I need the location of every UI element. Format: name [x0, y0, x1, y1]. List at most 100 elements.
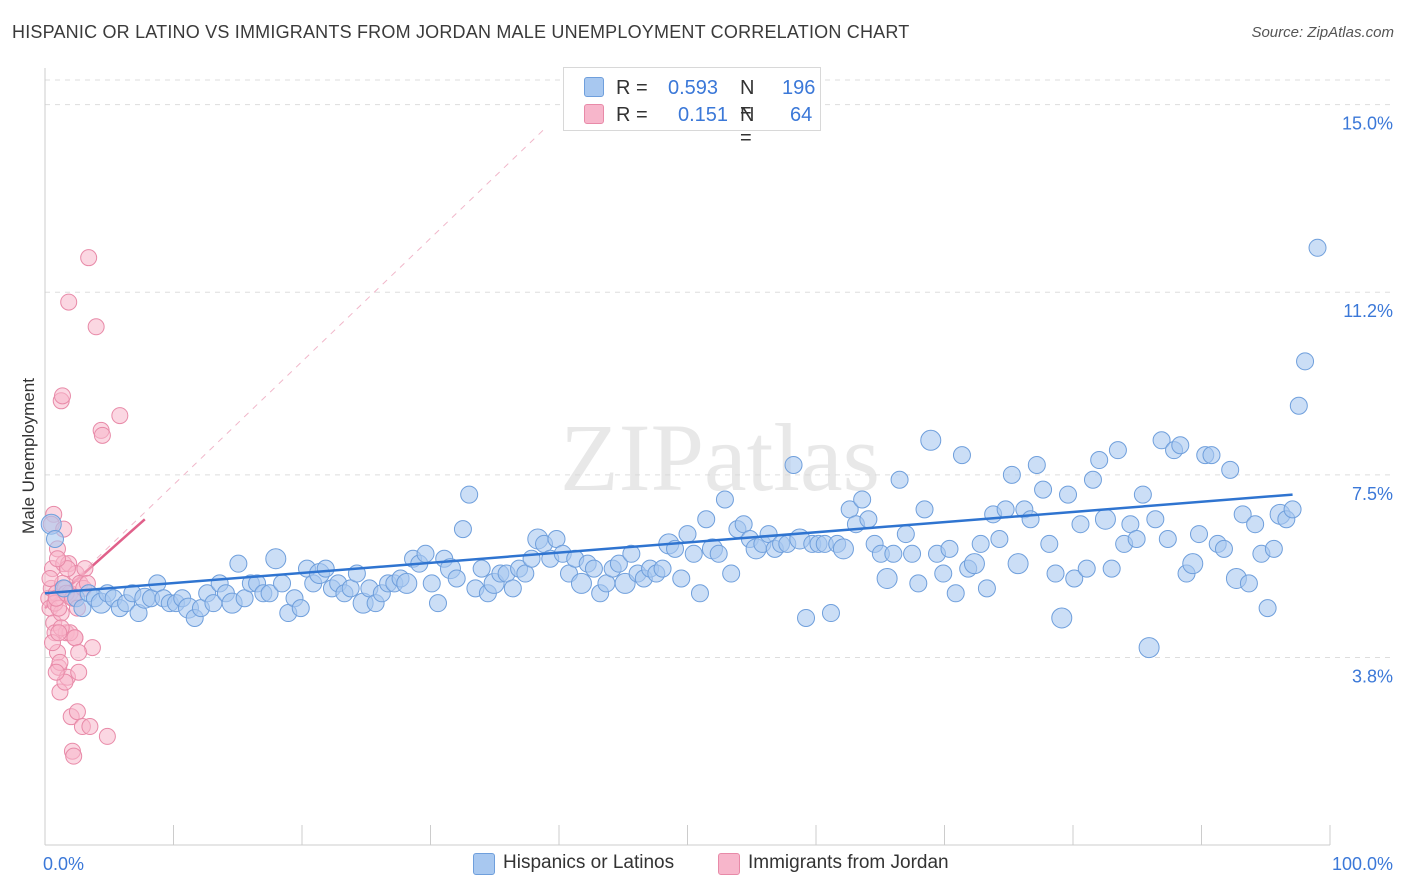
hispanic-point: [1051, 607, 1073, 629]
hispanic-point: [684, 544, 703, 563]
hispanic-point: [890, 470, 909, 489]
jordan-point: [80, 249, 98, 267]
hispanic-point: [1071, 515, 1090, 534]
hispanic-point: [884, 544, 903, 563]
x-tick-label: 100.0%: [1332, 854, 1393, 874]
hispanic-point: [990, 530, 1009, 548]
y-tick-label: 11.2%: [1343, 301, 1393, 321]
hispanic-point: [1059, 485, 1078, 504]
hispanic-point: [1296, 352, 1315, 371]
jordan-point: [48, 550, 66, 568]
hispanic-point: [915, 500, 934, 519]
hispanic-point: [1182, 553, 1204, 575]
hispanic-point: [1127, 530, 1146, 548]
jordan-point: [87, 318, 105, 336]
hispanic-point: [422, 574, 441, 593]
hispanic-point: [859, 510, 878, 529]
hispanic-point: [672, 569, 691, 588]
hispanic-point: [584, 559, 603, 578]
y-tick-label: 7.5%: [1352, 484, 1393, 504]
hispanic-point: [896, 525, 915, 544]
hispanic-point: [460, 485, 479, 504]
jordan-point: [68, 703, 86, 721]
hispanic-point: [1002, 465, 1021, 484]
legend-r-label: R =: [616, 77, 648, 99]
hispanic-point: [678, 525, 697, 544]
hispanic-point: [1171, 436, 1190, 455]
source-label: Source: ZipAtlas.com: [1251, 24, 1394, 41]
legend-n-value: 64: [790, 104, 813, 126]
jordan-point: [70, 644, 88, 662]
hispanic-point: [1246, 515, 1265, 534]
hispanic-point: [229, 554, 248, 573]
hispanic-point: [784, 455, 803, 474]
hispanic-point: [260, 584, 279, 603]
hispanic-point: [963, 553, 985, 575]
hispanic-point: [1065, 569, 1084, 588]
hispanic-point: [273, 574, 292, 593]
hispanic-point: [952, 446, 971, 465]
y-axis-label: Male Unemployment: [19, 378, 38, 534]
hispanic-point: [903, 544, 922, 563]
hispanic-point: [876, 567, 898, 589]
hispanic-point: [940, 539, 959, 558]
jordan-point: [60, 293, 78, 311]
legend-r-value: 0.593: [668, 77, 719, 99]
hispanic-point: [622, 544, 641, 563]
hispanic-point: [946, 584, 965, 603]
legend-n-label: N =: [740, 104, 755, 149]
legend-swatch-hispanic: [584, 77, 604, 97]
jordan-point: [50, 624, 68, 642]
hispanic-point: [1133, 485, 1152, 504]
hispanic-point: [1027, 455, 1046, 474]
hispanic-point: [1264, 539, 1283, 558]
hispanic-point: [920, 429, 942, 451]
jordan-point: [81, 718, 99, 736]
hispanic-point: [971, 534, 990, 553]
hispanic-point: [653, 559, 672, 578]
hispanic-point: [1289, 396, 1308, 415]
hispanic-point: [428, 594, 447, 613]
hispanic-point: [1083, 470, 1102, 489]
hispanic-point: [832, 538, 854, 560]
hispanic-point: [797, 608, 816, 627]
hispanic-point: [1221, 460, 1240, 479]
hispanic-point: [1146, 510, 1165, 529]
hispanic-point: [853, 490, 872, 509]
axes: [44, 68, 1331, 846]
legend-swatch-jordan: [718, 853, 740, 875]
hispanic-point: [697, 510, 716, 529]
hispanic-point: [447, 569, 466, 588]
hispanic-point: [977, 579, 996, 598]
jordan-point: [111, 407, 129, 425]
hispanic-point: [472, 559, 491, 578]
hispanic-point: [1007, 553, 1029, 575]
hispanic-point: [1258, 599, 1277, 618]
hispanic-point: [1046, 564, 1065, 583]
hispanic-point: [1283, 500, 1302, 519]
hispanic-point: [396, 572, 418, 594]
jordan-trend-extension: [44, 128, 545, 609]
hispanic-point: [522, 549, 541, 568]
hispanic-point: [715, 490, 734, 509]
hispanic-point: [1094, 508, 1116, 530]
jordan-points: [40, 249, 129, 765]
hispanic-trend-group: [44, 493, 1293, 595]
hispanic-point: [821, 604, 840, 623]
hispanic-point: [265, 548, 287, 570]
hispanic-point: [1021, 510, 1040, 529]
hispanic-point: [722, 564, 741, 583]
legend-swatch-jordan: [584, 104, 604, 124]
hispanic-point: [291, 599, 310, 618]
hispanic-point: [996, 500, 1015, 519]
x-tick-label: 0.0%: [43, 854, 84, 874]
hispanic-point: [316, 559, 335, 578]
jordan-point: [53, 387, 71, 405]
jordan-point: [41, 569, 59, 587]
hispanic-point: [570, 572, 592, 594]
chart-title: HISPANIC OR LATINO VS IMMIGRANTS FROM JO…: [12, 22, 910, 42]
correlation-legend: R = 0.593 N = 196 R = 0.151 N = 64: [563, 67, 821, 149]
hispanic-point: [1190, 525, 1209, 544]
legend-label-hispanic: Hispanics or Latinos: [503, 852, 675, 873]
hispanic-point: [1233, 505, 1252, 524]
